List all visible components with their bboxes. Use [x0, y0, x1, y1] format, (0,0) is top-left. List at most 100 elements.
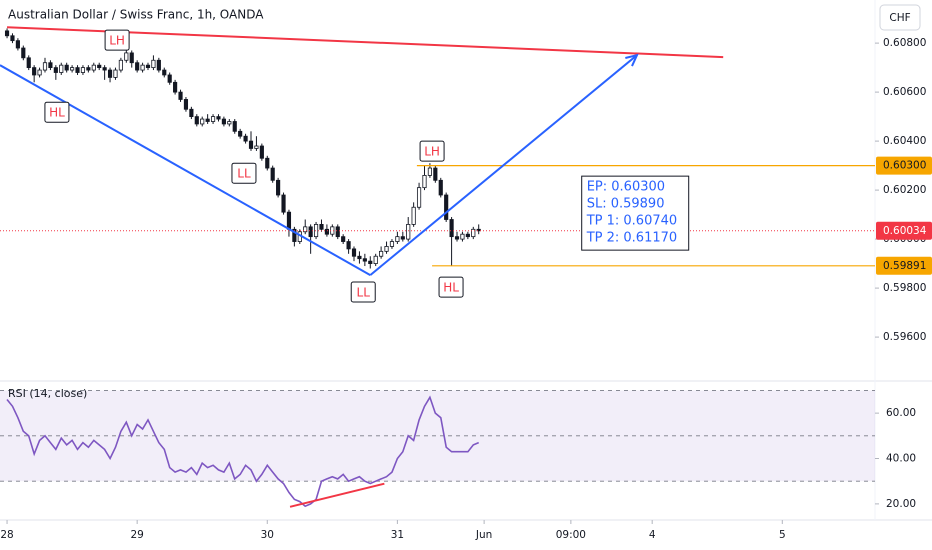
- last-price-label: 0.60034: [883, 225, 927, 237]
- x-tick-label: 09:00: [556, 529, 586, 541]
- y-tick-label: 0.60800: [883, 37, 926, 49]
- structure-box: [104, 29, 130, 51]
- candle-body: [449, 219, 454, 238]
- trendline-arrow: [625, 53, 639, 67]
- x-tick-label: 5: [779, 529, 786, 541]
- candle-body: [227, 121, 232, 125]
- trendline: [0, 64, 371, 276]
- candle-body: [113, 69, 118, 78]
- structure-label: LL: [237, 167, 251, 181]
- candle-body: [351, 248, 357, 257]
- candle-body: [416, 187, 422, 208]
- candle-body: [433, 167, 438, 181]
- candle-body: [75, 67, 80, 73]
- candle-body: [346, 241, 351, 250]
- candle-body: [384, 246, 389, 252]
- candle-body: [444, 194, 449, 220]
- candle-body: [167, 74, 172, 83]
- candle-body: [357, 255, 362, 260]
- x-tick-label: 28: [0, 529, 13, 541]
- candle-body: [368, 260, 373, 264]
- candle-body: [156, 59, 161, 71]
- candle-body: [373, 255, 378, 264]
- candle-body: [389, 241, 395, 247]
- candle-body: [53, 67, 58, 73]
- candle-body: [286, 211, 292, 230]
- level-tag-label: 0.60300: [883, 160, 926, 172]
- candle-body: [438, 179, 443, 196]
- candle-body: [379, 250, 384, 257]
- candle-body: [232, 121, 237, 132]
- candle-body: [313, 223, 319, 238]
- currency-button[interactable]: [879, 4, 921, 31]
- candle-body: [270, 167, 275, 181]
- level-tag-label: 0.59891: [883, 260, 926, 272]
- candle-body: [254, 145, 259, 149]
- level-tag: [876, 156, 932, 175]
- candle-body: [129, 52, 134, 64]
- structure-label: LL: [357, 286, 371, 300]
- candle-body: [107, 69, 113, 78]
- candle-body: [91, 64, 96, 71]
- candle-body: [362, 258, 367, 262]
- candle-body: [465, 233, 470, 238]
- candle-body: [292, 228, 297, 242]
- candle-body: [411, 206, 416, 225]
- info-line: EP: 0.60300: [587, 180, 665, 195]
- x-tick-label: Jun: [475, 529, 492, 541]
- candle-body: [42, 62, 48, 71]
- candle-body: [10, 35, 15, 42]
- candle-body: [37, 69, 42, 76]
- y-tick-label: 0.59600: [883, 331, 926, 343]
- y-tick-label: 0.59800: [883, 282, 926, 294]
- candle-body: [248, 140, 254, 149]
- level-tag: [876, 256, 932, 275]
- candle-body: [70, 67, 75, 71]
- rsi-title: RSI (14, close): [8, 387, 87, 400]
- candle-body: [406, 223, 411, 240]
- candle-body: [427, 167, 432, 176]
- candle-body: [21, 47, 26, 59]
- candle-body: [4, 30, 10, 37]
- candle-body: [178, 91, 183, 100]
- candle-body: [32, 67, 37, 76]
- candle-body: [189, 108, 194, 118]
- candle-body: [140, 64, 145, 71]
- info-line: SL: 0.59890: [587, 197, 665, 212]
- rsi-y-tick-label: 20.00: [886, 498, 916, 510]
- candle-body: [183, 99, 189, 110]
- candle-body: [471, 228, 476, 238]
- rsi-divergence: [289, 482, 385, 508]
- candle-body: [460, 233, 465, 240]
- trendline: [369, 54, 638, 276]
- candle-body: [205, 118, 210, 122]
- candle-body: [194, 116, 199, 125]
- structure-label: LH: [424, 145, 440, 159]
- candle-body: [238, 130, 243, 137]
- candle-body: [265, 157, 270, 169]
- structure-box: [438, 276, 464, 298]
- structure-box: [419, 140, 445, 162]
- candle-body: [64, 64, 69, 71]
- chart-title: Australian Dollar / Swiss Franc, 1h, OAN…: [8, 8, 264, 22]
- candle-body: [324, 228, 329, 235]
- candle-body: [48, 62, 53, 69]
- x-tick-label: 4: [649, 529, 656, 541]
- info-line: TP 2: 0.61170: [586, 231, 677, 246]
- candle-body: [26, 57, 31, 69]
- rsi-y-tick-label: 60.00: [886, 407, 916, 419]
- last-price-tag: [876, 221, 932, 240]
- candle-body: [308, 226, 313, 238]
- candle-body: [400, 236, 405, 240]
- candle-body: [151, 59, 156, 69]
- candle-body: [243, 135, 248, 142]
- candle-body: [276, 179, 281, 196]
- info-line: TP 1: 0.60740: [586, 214, 677, 229]
- structure-box: [350, 281, 376, 303]
- structure-label: HL: [443, 281, 459, 295]
- y-tick-label: 0.60600: [883, 86, 926, 98]
- x-tick-label: 31: [391, 529, 404, 541]
- candle-body: [422, 175, 427, 189]
- candle-body: [210, 116, 216, 122]
- candle-body: [395, 236, 400, 242]
